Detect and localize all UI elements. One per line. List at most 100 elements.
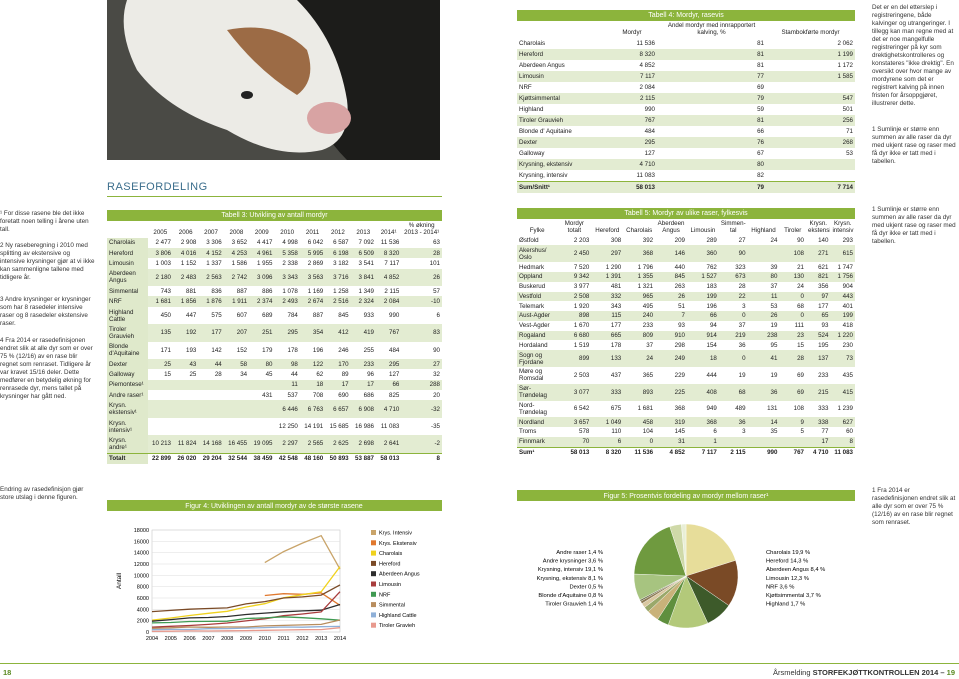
pie-label-value: 3,6 %: [780, 584, 795, 590]
table-cell: 419: [350, 324, 376, 342]
table-cell: 95: [770, 341, 778, 349]
table-cell: [147, 400, 173, 418]
table-cell: 1 876: [198, 296, 224, 307]
table-cell: 537: [287, 391, 298, 399]
table-cell: 665: [591, 330, 624, 341]
table-row: Kjøttsimmental 2 115 79 547: [517, 92, 855, 104]
table-cell: 7 117: [384, 260, 400, 268]
header-cell: 2007: [204, 229, 218, 237]
table-cell: 767: [375, 324, 402, 342]
table-cell: Galloway: [519, 149, 545, 157]
table-cell: 152: [236, 346, 248, 354]
table-cell: 343: [610, 302, 622, 310]
table-cell: 249: [655, 350, 687, 367]
table-cell: 2 565: [299, 435, 326, 454]
note: 1 Sumlinje er større enn summen av alle …: [872, 126, 956, 165]
table-cell: 36: [718, 417, 748, 428]
table-cell: 28: [401, 247, 442, 259]
table-cell: 6 542: [573, 405, 590, 413]
table-cell: [766, 170, 855, 182]
table-row: Akershus/ Oslo 2 450 297 368 146 360 90 108 271 6…: [517, 245, 855, 263]
note: 1 Sumlinje er større enn summen av alle …: [872, 206, 956, 245]
table-cell: 229: [674, 371, 685, 379]
table-cell: 3 841: [350, 268, 376, 287]
table-cell: 19: [770, 371, 778, 379]
table-row: Hereford 3 806 4 016 4 152 4 253 4 961 5 358 5 …: [107, 247, 442, 259]
table-cell: 1 796: [637, 263, 654, 271]
table-cell: 767: [779, 446, 806, 458]
table-cell: 77: [657, 70, 766, 82]
table-cell: 14: [747, 417, 780, 428]
table-cell: 0: [718, 350, 748, 367]
table-cell: 887: [236, 287, 248, 295]
table-cell: 1 911: [223, 296, 250, 307]
table-cell: 83: [401, 324, 442, 342]
table-row: Krysn. ekstensiv¹ 6 446 6 763 6 657 6 908 4 7…: [107, 400, 442, 418]
table-cell: 62: [316, 371, 324, 379]
header-cell: 2005: [153, 229, 168, 237]
table-cell: 615: [830, 245, 855, 263]
table-cell: 1 856: [172, 296, 199, 307]
footer-brand: STORFEKJØTTKONTROLLEN 2014 –: [812, 668, 945, 677]
axis-label: Antall: [116, 572, 123, 589]
table-cell: 80: [657, 158, 766, 170]
table-cell: 11 536: [380, 239, 400, 247]
header-cell: 2008: [229, 229, 244, 237]
table-row: Limousin 7 117 77 1 585: [517, 70, 855, 82]
table-cell: 66: [375, 379, 402, 391]
table-cell: 238: [747, 330, 780, 341]
table-cell: 12 250: [278, 423, 298, 431]
table-cell: 22: [718, 291, 748, 302]
header-cell: 2006: [178, 229, 193, 237]
table-cell: [198, 379, 224, 391]
note: 4 Fra 2014 er rasedefinisjonen endret sl…: [0, 337, 93, 400]
table-cell: 17: [325, 379, 351, 391]
y-tick-label: 2000: [137, 619, 149, 625]
table-cell: Totalt: [107, 452, 148, 464]
table-cell: 115: [591, 311, 624, 321]
table-cell: 31: [655, 436, 687, 448]
table-cell: 199: [830, 311, 855, 321]
pie-label-value: 19,9 %: [792, 550, 810, 556]
table-cell: 111: [794, 322, 804, 330]
table-cell: 11 083: [636, 171, 655, 179]
table-cell: Galloway: [107, 369, 148, 380]
table-cell: Møre og Romsdal: [519, 368, 544, 383]
pie-label: Hereford 14,3 %: [766, 559, 808, 565]
table-cell: 435: [842, 371, 853, 379]
table-cell: 1 258: [333, 287, 349, 295]
table-cell: 675: [610, 405, 622, 413]
header-cell: Tiroler: [784, 227, 802, 235]
heading: RASEFORDELING: [107, 181, 208, 193]
y-tick-label: 0: [146, 630, 149, 636]
pie-label: Tiroler Grauvieh 1,4 %: [545, 602, 603, 608]
table-cell: 37: [738, 322, 746, 330]
table-cell: Hereford: [517, 48, 607, 60]
table-cell: 94: [709, 322, 717, 330]
table-cell: 2 062: [837, 39, 853, 47]
table-cell: 271: [806, 245, 831, 263]
table-cell: 97: [806, 291, 831, 302]
table-cell: 1 391: [591, 271, 624, 282]
y-tick-label: 16000: [134, 539, 149, 545]
header-row: 2005 2006 2007 2008 2009 2010 2011 2012 2013 2014…: [107, 221, 442, 238]
table-cell: 4 852: [375, 268, 402, 287]
table-row: Dexter 25 43 44 58 80 98 122 170 233 295 27: [107, 358, 442, 370]
pie-label-name: Dexter: [569, 584, 586, 590]
table-cell: 69: [757, 83, 764, 91]
pie-label-name: Tiroler Grauvieh: [545, 602, 586, 608]
table-cell: 8: [401, 452, 442, 464]
table-cell: [198, 390, 223, 400]
table-cell: 2 641: [375, 435, 402, 454]
table-cell: [172, 379, 199, 391]
table-cell: 743: [160, 287, 171, 295]
table-cell: 101: [429, 260, 440, 268]
table-cell: 233: [818, 371, 829, 379]
table-cell: 27: [738, 236, 746, 244]
table-row: Østfold 2 203 308 392 209 289 27 24 90 140 293: [517, 236, 855, 246]
data-table: 2005 2006 2007 2008 2009 2010 2011 2012 2013 2014…: [107, 221, 442, 464]
pie-label-name: Krysning, intensiv: [538, 567, 584, 573]
table-cell: 7 092: [358, 239, 374, 247]
legend-label: Tiroler Gravieh: [379, 623, 415, 629]
table-cell: 1 172: [837, 61, 853, 69]
